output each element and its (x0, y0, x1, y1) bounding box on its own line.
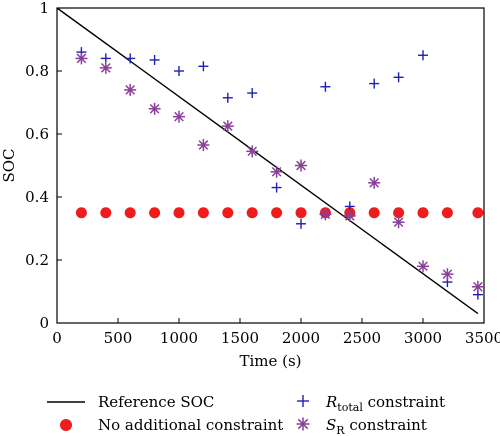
x-tick-label: 2000 (282, 329, 320, 347)
sr-constraint-point (197, 139, 210, 152)
no-constraint-point (75, 207, 87, 219)
sr-constraint-point (124, 83, 137, 96)
rtotal-sub: total (337, 401, 363, 414)
y-tick-label: 0.2 (25, 251, 49, 269)
sr-constraint-point (441, 268, 454, 281)
legend-label-rtotal: Rtotal constraint (325, 393, 445, 414)
y-tick-label: 0.4 (25, 188, 49, 206)
plot-frame (56, 7, 485, 324)
rtotal-constraint-point (222, 92, 233, 103)
y-tick-label: 0 (39, 314, 49, 332)
rtotal-rest: constraint (363, 393, 445, 411)
rtotal-constraint-point (296, 218, 306, 229)
legend-plus-marker (297, 395, 309, 407)
legend-label-sr: SR constraint (326, 416, 427, 436)
sr-main: S (326, 416, 336, 434)
sr-constraint-point (471, 280, 484, 293)
sr-rest: constraint (345, 416, 427, 434)
rtotal-constraint-point (174, 66, 184, 76)
sr-constraint-point (392, 216, 405, 229)
legend: Reference SOC No additional constraint R… (47, 393, 445, 436)
data-points (75, 47, 484, 300)
no-constraint-point (149, 207, 161, 219)
rtotal-constraint-point (149, 54, 160, 65)
sr-constraint-point (173, 110, 185, 123)
sr-constraint-point (417, 260, 429, 273)
sr-constraint-point (75, 52, 88, 65)
x-tick-label: 0 (52, 329, 62, 347)
x-tick-label: 1500 (221, 329, 259, 347)
legend-swatch-rtotal (297, 395, 309, 407)
sr-constraint-point (99, 61, 112, 74)
no-constraint-point (271, 207, 283, 219)
x-axis: 0 500 1000 1500 2000 2500 3000 3500 (52, 318, 500, 347)
x-tick-label: 3500 (465, 329, 500, 347)
rtotal-constraint-point (393, 72, 404, 83)
no-constraint-point (246, 207, 258, 219)
legend-swatch-no-constraint (60, 419, 72, 431)
legend-label-no-constraint: No additional constraint (98, 416, 283, 434)
sr-constraint-point (343, 209, 356, 222)
rtotal-constraint-point (247, 88, 258, 99)
x-axis-label: Time (s) (239, 352, 301, 370)
legend-swatch-sr (296, 417, 310, 431)
rtotal-constraint-point (320, 81, 331, 92)
sr-constraint-point (368, 176, 381, 189)
legend-star-marker (296, 417, 310, 431)
sr-constraint-point (270, 165, 283, 178)
rtotal-constraint-point (271, 182, 282, 193)
no-constraint-point (100, 207, 112, 219)
y-axis-label: SOC (0, 148, 18, 182)
x-tick-label: 500 (104, 329, 133, 347)
rtotal-constraint-point (100, 53, 111, 64)
rtotal-constraint-point (369, 78, 380, 89)
no-constraint-point (295, 207, 307, 219)
y-axis: 0 0.2 0.4 0.6 0.8 1 (25, 0, 62, 332)
rtotal-constraint-point (125, 53, 136, 64)
no-constraint-point (222, 207, 234, 219)
x-tick-label: 1000 (160, 329, 198, 347)
no-constraint-point (368, 207, 380, 219)
no-constraint-point (173, 207, 185, 219)
x-tick-label: 3000 (404, 329, 442, 347)
no-constraint-point (472, 207, 484, 219)
rtotal-constraint-point (344, 201, 355, 212)
sr-constraint-point (319, 208, 332, 221)
no-constraint-point (124, 207, 136, 219)
rtotal-constraint-point (418, 50, 428, 61)
sr-constraint-point (295, 159, 307, 172)
y-tick-label: 0.8 (25, 62, 49, 80)
rtotal-constraint-point (198, 61, 209, 72)
x-tick-label: 2500 (343, 329, 381, 347)
sr-constraint-point (221, 120, 234, 133)
sr-sub: R (336, 424, 345, 436)
reference-line-group (56, 7, 479, 315)
legend-label-reference: Reference SOC (98, 393, 214, 411)
no-constraint-point (197, 207, 209, 219)
sr-constraint-point (246, 145, 259, 158)
reference-soc-line (56, 7, 479, 315)
y-tick-label: 1 (39, 0, 49, 17)
rtotal-main: R (325, 393, 337, 411)
sr-constraint-point (148, 102, 161, 115)
y-tick-label: 0.6 (25, 125, 49, 143)
no-constraint-point (393, 207, 405, 219)
no-constraint-point (441, 207, 453, 219)
no-constraint-point (417, 207, 429, 219)
